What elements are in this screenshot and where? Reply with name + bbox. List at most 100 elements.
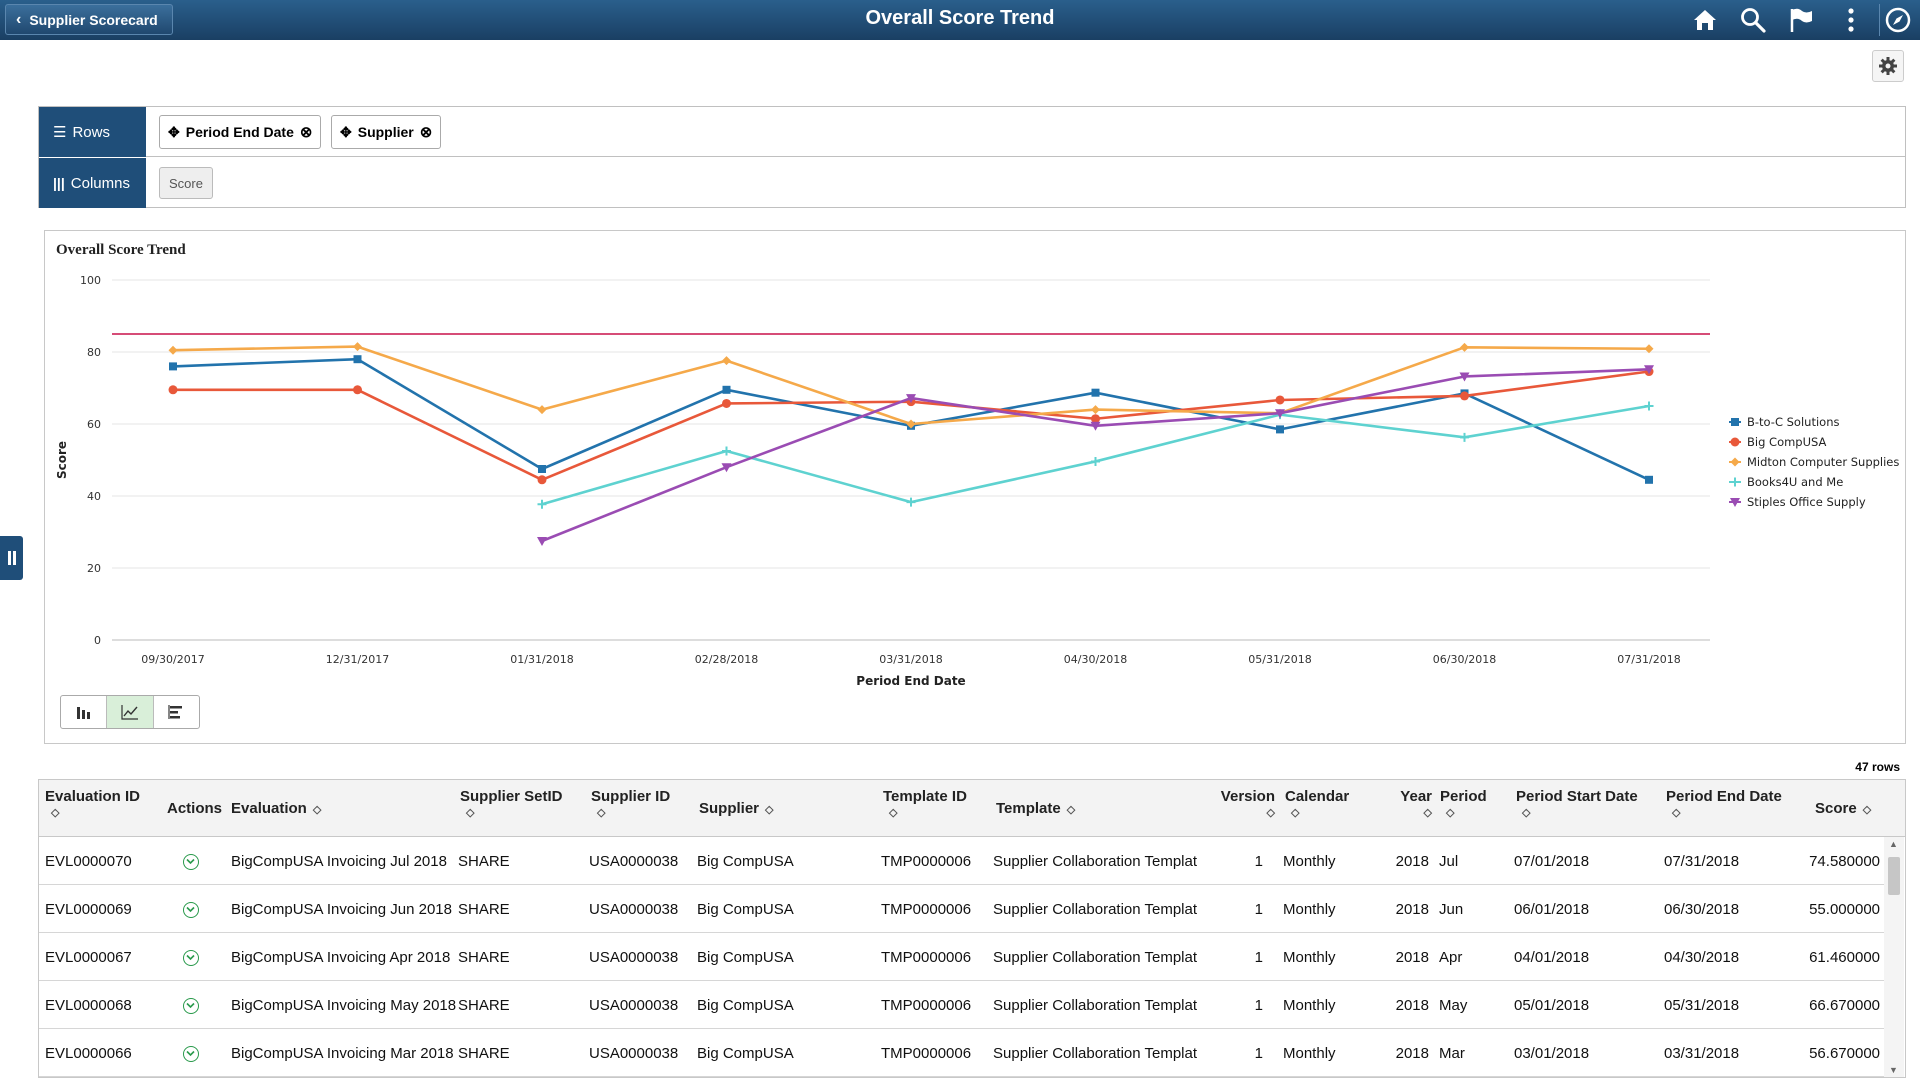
col-header-supplier[interactable]: Supplier ◇ — [699, 800, 774, 817]
search-icon[interactable] — [1738, 5, 1768, 35]
rows-label-text: Rows — [72, 123, 110, 141]
col-header-calendar[interactable]: Calendar ◇ — [1285, 788, 1350, 819]
cell-calendar: Monthly — [1283, 997, 1336, 1014]
legend-label: Big CompUSA — [1747, 435, 1827, 449]
sort-icon: ◇ — [1862, 804, 1872, 816]
scroll-up-icon[interactable]: ▲ — [1889, 839, 1898, 849]
horizontal-bar-icon — [168, 705, 183, 719]
cell-supplier-setid: SHARE — [458, 853, 510, 870]
data-point — [1644, 365, 1654, 375]
data-point — [168, 385, 178, 395]
data-point — [169, 362, 177, 371]
sort-icon: ◇ — [1522, 807, 1531, 819]
col-header-evaluation[interactable]: Evaluation ◇ — [231, 800, 322, 817]
vertical-scrollbar[interactable]: ▲ ▼ — [1884, 837, 1904, 1077]
col-header-period[interactable]: Period ◇ — [1440, 788, 1487, 819]
cell-year: 2018 — [1395, 853, 1429, 870]
column-field-chip-score[interactable]: Score — [159, 167, 213, 199]
table-row[interactable]: EVL0000066 BigCompUSA Invoicing Mar 2018 S… — [39, 1029, 1884, 1077]
navbar-button[interactable] — [1879, 4, 1913, 36]
related-actions-icon[interactable] — [183, 854, 199, 870]
cell-version: 1 — [1254, 997, 1263, 1014]
related-actions-icon[interactable] — [183, 902, 199, 918]
cell-supplier-setid: SHARE — [458, 901, 510, 918]
data-point — [1730, 498, 1740, 507]
side-panel-toggle[interactable] — [0, 536, 23, 580]
cell-template-id: TMP0000006 — [881, 1045, 972, 1062]
cell-template-id: TMP0000006 — [881, 853, 972, 870]
cell-evaluation-id: EVL0000068 — [45, 997, 132, 1014]
cell-template: Supplier Collaboration Templat — [993, 1045, 1198, 1062]
col-header-period-start-date[interactable]: Period Start Date ◇ — [1516, 788, 1638, 819]
col-header-template-id[interactable]: Template ID ◇ — [883, 788, 967, 819]
table-row[interactable]: EVL0000070 BigCompUSA Invoicing Jul 2018 S… — [39, 837, 1884, 885]
cell-supplier-setid: SHARE — [458, 997, 510, 1014]
related-actions-icon[interactable] — [183, 950, 199, 966]
move-icon: ✥ — [168, 123, 180, 140]
cell-template-id: TMP0000006 — [881, 949, 972, 966]
table-row[interactable]: EVL0000068 BigCompUSA Invoicing May 2018 S… — [39, 981, 1884, 1029]
move-icon: ✥ — [340, 123, 352, 140]
col-header-supplier-id[interactable]: Supplier ID ◇ — [591, 788, 671, 819]
col-header-score[interactable]: Score ◇ — [1815, 800, 1872, 817]
col-header-period-end-date[interactable]: Period End Date ◇ — [1666, 788, 1782, 819]
cell-supplier-id: USA0000038 — [589, 853, 679, 870]
x-tick-label: 03/31/2018 — [879, 653, 942, 666]
table-row[interactable]: EVL0000067 BigCompUSA Invoicing Apr 2018 S… — [39, 933, 1884, 981]
cell-template: Supplier Collaboration Templat — [993, 853, 1198, 870]
cell-year: 2018 — [1395, 1045, 1429, 1062]
chart-settings-button[interactable] — [1872, 50, 1904, 82]
row-field-chip-supplier[interactable]: ✥ Supplier ⊗ — [331, 115, 442, 149]
data-point — [537, 405, 547, 415]
data-point — [1459, 372, 1470, 382]
col-header-template[interactable]: Template ◇ — [996, 800, 1076, 817]
scrollbar-thumb[interactable] — [1888, 857, 1900, 895]
flag-icon[interactable] — [1786, 5, 1816, 35]
more-actions-icon[interactable] — [1836, 5, 1866, 35]
data-point — [1460, 342, 1469, 352]
data-point — [1275, 395, 1285, 405]
cell-template: Supplier Collaboration Templat — [993, 901, 1198, 918]
col-header-version[interactable]: Version ◇ — [1220, 788, 1275, 819]
columns-axis-label[interactable]: ||| Columns — [39, 158, 146, 208]
x-tick-label: 02/28/2018 — [695, 653, 758, 666]
sort-icon: ◇ — [889, 807, 898, 819]
col-header-supplier-setid[interactable]: Supplier SetID ◇ — [460, 788, 563, 819]
remove-icon[interactable]: ⊗ — [299, 124, 313, 141]
scroll-down-icon[interactable]: ▼ — [1889, 1065, 1898, 1075]
data-point — [722, 446, 731, 456]
col-header-year[interactable]: Year ◇ — [1400, 788, 1432, 819]
cell-calendar: Monthly — [1283, 1045, 1336, 1062]
compass-icon — [1885, 7, 1911, 33]
cell-score: 61.460000 — [1809, 949, 1880, 966]
cell-supplier: Big CompUSA — [697, 997, 794, 1014]
data-point — [537, 499, 547, 509]
cell-period-end-date: 03/31/2018 — [1664, 1045, 1740, 1062]
cell-evaluation-id: EVL0000066 — [45, 1045, 132, 1062]
sort-icon: ◇ — [1423, 807, 1432, 819]
sort-icon: ◇ — [765, 804, 774, 816]
horizontal-bar-chart-button[interactable] — [154, 696, 199, 728]
rows-axis-label[interactable]: ☰ Rows — [39, 107, 146, 157]
related-actions-icon[interactable] — [183, 998, 199, 1014]
table-row[interactable]: EVL0000069 BigCompUSA Invoicing Jun 2018 S… — [39, 885, 1884, 933]
data-point — [722, 398, 731, 408]
bar-chart-button[interactable] — [61, 696, 108, 728]
sort-icon: ◇ — [312, 804, 322, 816]
x-tick-label: 07/31/2018 — [1617, 653, 1680, 666]
row-field-chip-period-end-date[interactable]: ✥ Period End Date ⊗ — [159, 115, 322, 149]
line-chart-button[interactable] — [107, 696, 154, 728]
related-actions-icon[interactable] — [183, 1046, 199, 1062]
data-point — [537, 475, 547, 485]
cell-supplier: Big CompUSA — [697, 853, 794, 870]
col-header-evaluation-id[interactable]: Evaluation ID ◇ — [45, 788, 141, 819]
cell-supplier-setid: SHARE — [458, 949, 510, 966]
columns-axis: ||| Columns Score — [39, 158, 1905, 208]
back-button[interactable]: ‹ Supplier Scorecard — [5, 4, 173, 35]
data-point — [722, 385, 731, 394]
home-icon[interactable] — [1690, 5, 1720, 35]
columns-label-text: Columns — [70, 174, 130, 192]
x-tick-label: 04/30/2018 — [1064, 653, 1127, 666]
remove-icon[interactable]: ⊗ — [419, 124, 433, 141]
data-point — [353, 342, 362, 352]
